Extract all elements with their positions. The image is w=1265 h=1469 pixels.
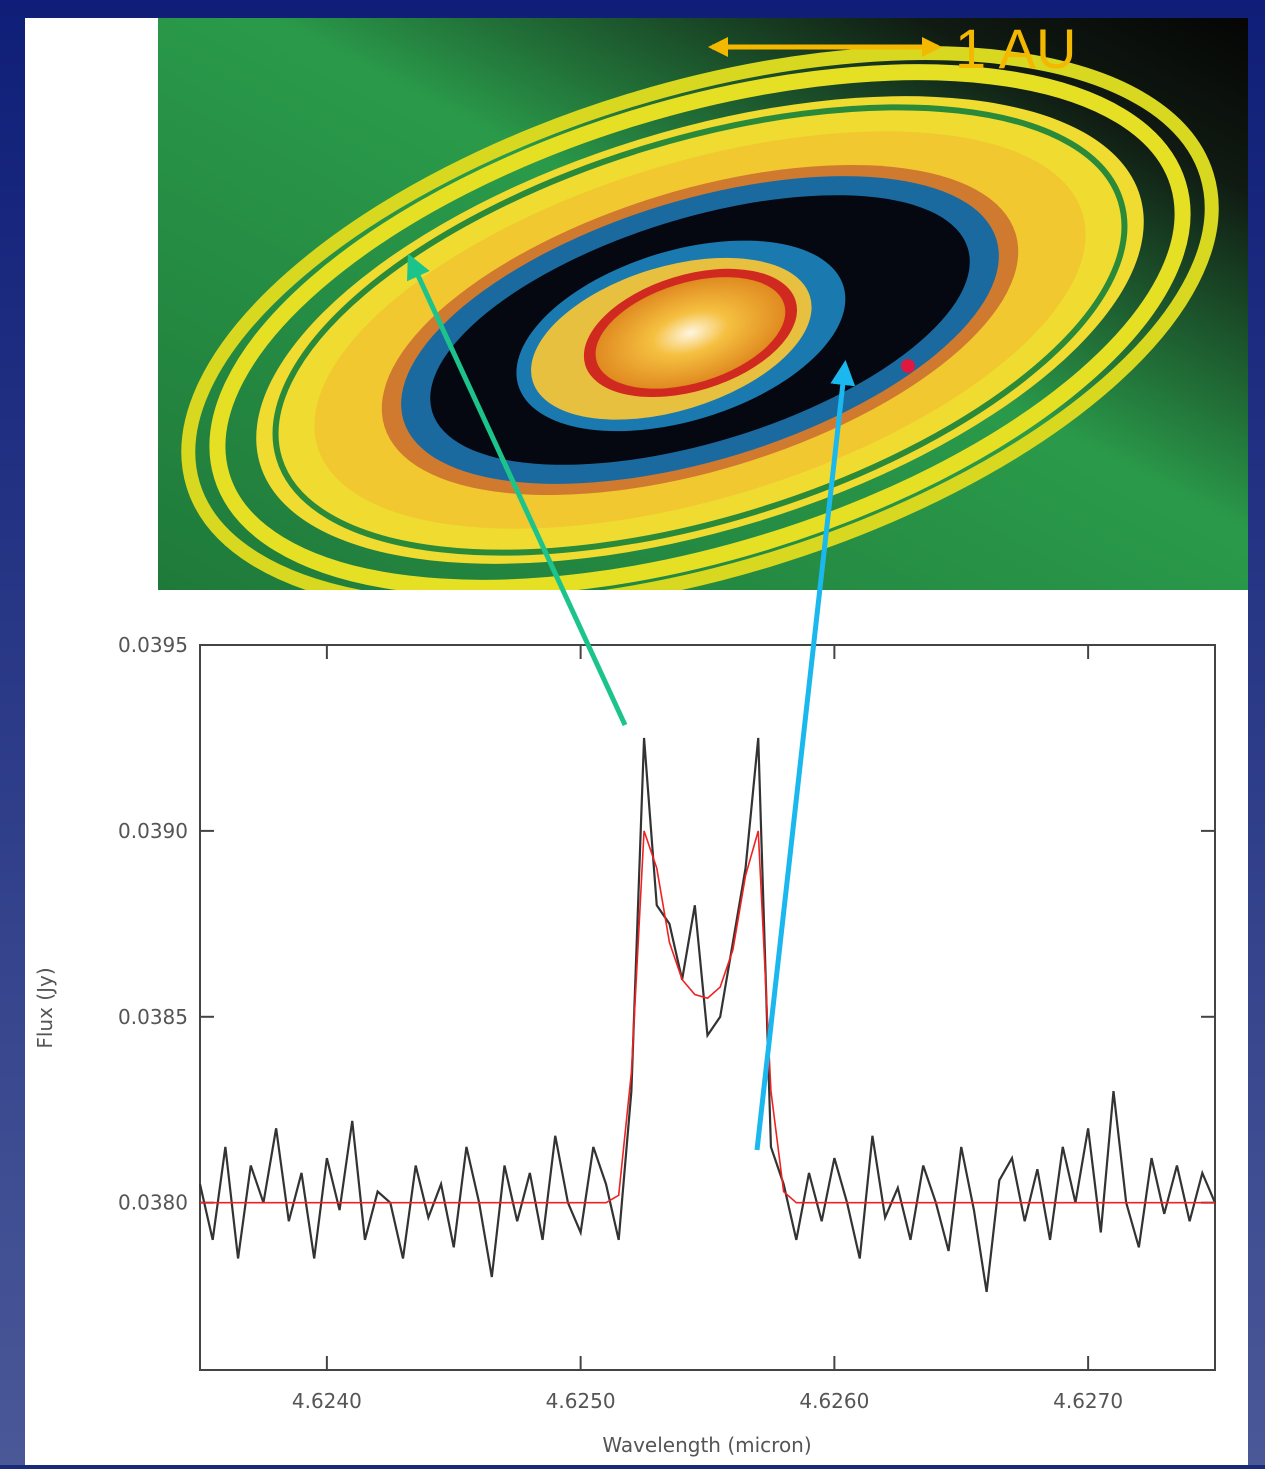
y-axis-label: Flux (Jy) bbox=[33, 967, 57, 1048]
y-tick-label: 0.0385 bbox=[118, 1005, 188, 1029]
y-tick-label: 0.0395 bbox=[118, 633, 188, 657]
x-tick-label: 4.6260 bbox=[799, 1389, 869, 1413]
x-tick-label: 4.6250 bbox=[546, 1389, 616, 1413]
x-axis-label: Wavelength (micron) bbox=[602, 1433, 811, 1457]
y-tick-label: 0.0380 bbox=[118, 1191, 188, 1215]
scale-label: 1 AU bbox=[955, 17, 1076, 80]
x-tick-label: 4.6240 bbox=[292, 1389, 362, 1413]
page: 1 AU 0.0380 0.0385 0.0390 0.0395 4.6240 4.625… bbox=[0, 0, 1265, 1465]
y-tick-label: 0.0390 bbox=[118, 819, 188, 843]
x-tick-label: 4.6270 bbox=[1053, 1389, 1123, 1413]
slide: 1 AU 0.0380 0.0385 0.0390 0.0395 4.6240 4.625… bbox=[0, 0, 1265, 1465]
